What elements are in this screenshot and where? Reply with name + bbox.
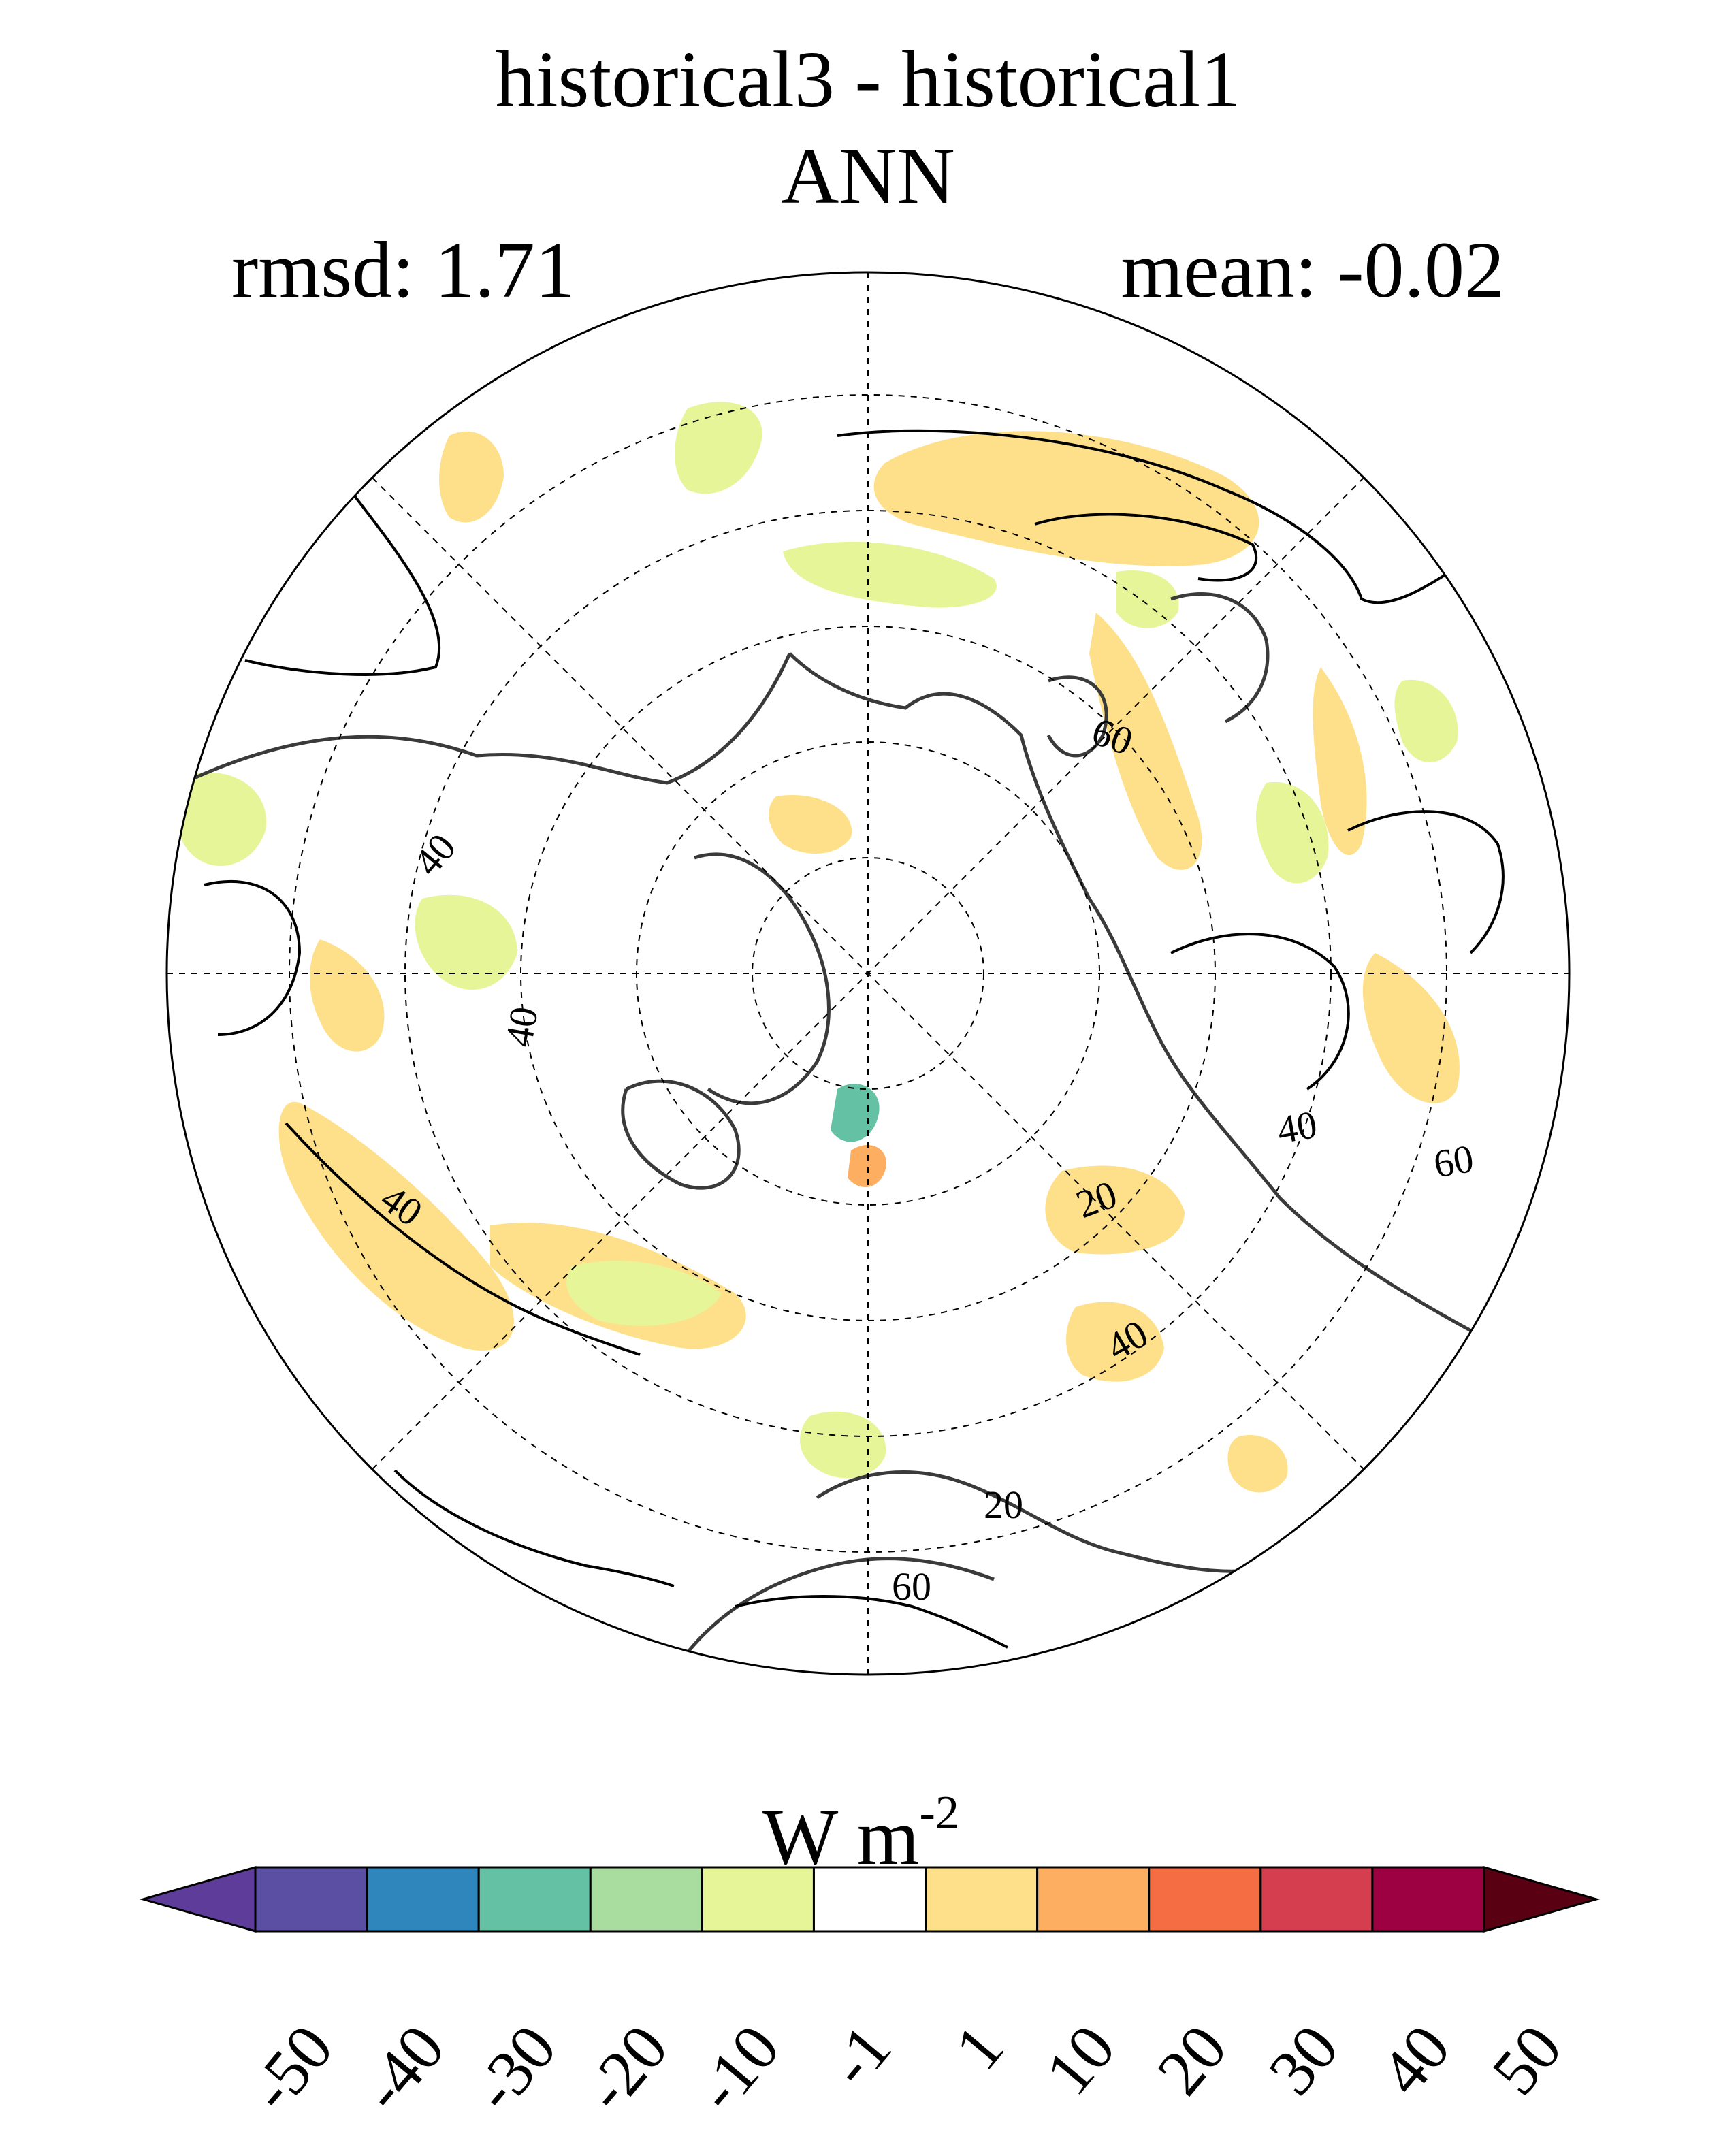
contour-lines <box>204 353 1505 1649</box>
contour-label: 60 <box>892 1564 931 1609</box>
colorbar-box <box>1036 1866 1151 1933</box>
colorbar-box <box>1371 1866 1485 1933</box>
colorbar-box <box>254 1866 368 1933</box>
season-label: ANN <box>781 131 955 221</box>
colorbar-extend-high <box>1483 1866 1601 1933</box>
plot-title: historical3 - historical1 <box>495 35 1241 124</box>
colorbar <box>139 1866 1601 1933</box>
colorbar-box <box>366 1866 480 1933</box>
coastlines <box>182 592 1479 1662</box>
strong-positive-spot <box>848 1144 886 1187</box>
contour-label: 40 <box>1274 1102 1320 1152</box>
graticule <box>167 272 1569 1675</box>
contour-label: 40 <box>405 825 464 884</box>
units-exponent: -2 <box>919 1786 959 1839</box>
units-base: W m <box>762 1792 920 1882</box>
map-fields <box>167 272 1569 1675</box>
contour-label: 60 <box>1430 1136 1477 1186</box>
negative-anomaly-patches <box>174 402 1458 1479</box>
colorbar-box <box>701 1866 815 1933</box>
strong-negative-spot <box>831 1084 880 1142</box>
contour-label: 20 <box>984 1483 1023 1527</box>
rmsd-stat: rmsd: 1.71 <box>231 225 575 314</box>
mean-stat: mean: -0.02 <box>1121 225 1505 314</box>
map-border <box>165 271 1571 1676</box>
colorbar-box <box>477 1866 592 1933</box>
colorbar-box <box>589 1866 703 1933</box>
colorbar-box <box>925 1866 1039 1933</box>
colorbar-box <box>812 1866 927 1933</box>
colorbar-extend-low <box>139 1866 257 1933</box>
colorbar-box <box>1148 1866 1262 1933</box>
contour-label: 40 <box>496 1003 547 1050</box>
colorbar-box <box>1259 1866 1374 1933</box>
units-label: W m-2 <box>762 1789 959 1877</box>
